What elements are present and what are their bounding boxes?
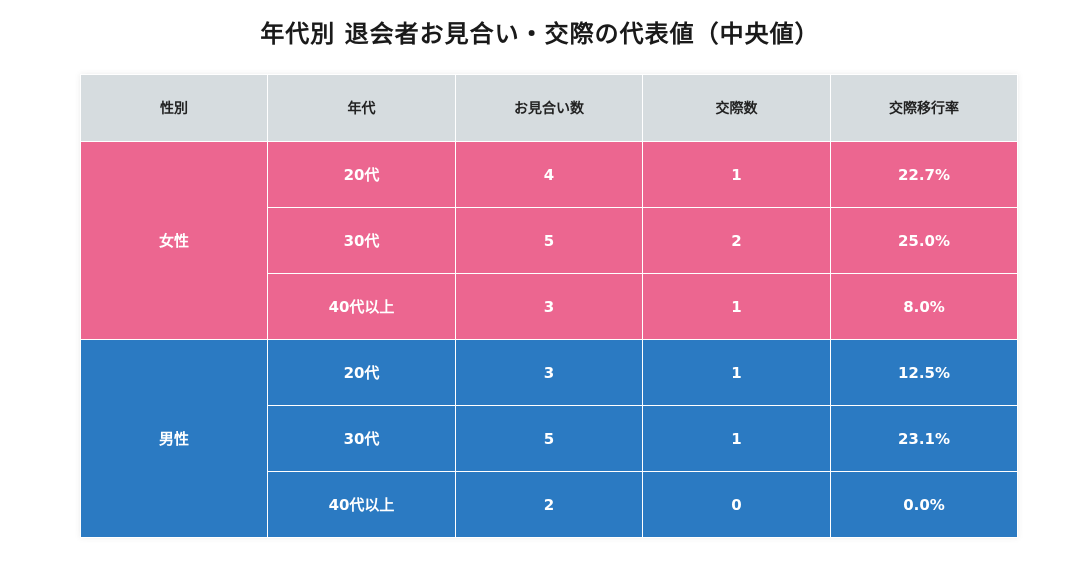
kosai-cell: 0 <box>642 471 831 538</box>
rate-cell: 8.0% <box>830 273 1018 340</box>
age-cell: 20代 <box>267 141 456 208</box>
rate-cell: 25.0% <box>830 207 1018 274</box>
omiai-cell: 4 <box>455 141 643 208</box>
kosai-cell: 1 <box>642 339 831 406</box>
rate-cell: 23.1% <box>830 405 1018 472</box>
gender-cell-female: 女性 <box>80 141 268 340</box>
rate-cell: 12.5% <box>830 339 1018 406</box>
kosai-cell: 1 <box>642 141 831 208</box>
table-row: 男性 20代 3 1 12.5% <box>80 339 1018 538</box>
omiai-cell: 3 <box>455 339 643 406</box>
age-cell: 40代以上 <box>267 273 456 340</box>
omiai-cell: 3 <box>455 273 643 340</box>
omiai-cell: 5 <box>455 405 643 472</box>
omiai-cell: 5 <box>455 207 643 274</box>
column-header-kosai: 交際数 <box>642 74 831 142</box>
column-header-omiai: お見合い数 <box>455 74 643 142</box>
omiai-cell: 2 <box>455 471 643 538</box>
table-row: 30代 5 2 25.0% <box>81 207 1018 274</box>
gender-cell-male: 男性 <box>80 339 268 538</box>
kosai-cell: 2 <box>642 207 831 274</box>
age-cell: 30代 <box>267 207 456 274</box>
rate-cell: 22.7% <box>830 141 1018 208</box>
table-row: 40代以上 3 1 8.0% <box>81 273 1018 340</box>
column-header-gender: 性別 <box>80 74 268 142</box>
age-cell: 30代 <box>267 405 456 472</box>
kosai-cell: 1 <box>642 273 831 340</box>
table-row: 40代以上 2 0 0.0% <box>81 471 1018 538</box>
column-header-age: 年代 <box>267 74 456 142</box>
page-title: 年代別 退会者お見合い・交際の代表値（中央値） <box>260 20 820 48</box>
table-row: 30代 5 1 23.1% <box>81 405 1018 472</box>
age-cell: 20代 <box>267 339 456 406</box>
data-table: 性別 年代 お見合い数 交際数 交際移行率 女性 20代 4 1 22.7% 3… <box>80 74 1018 538</box>
kosai-cell: 1 <box>642 405 831 472</box>
age-cell: 40代以上 <box>267 471 456 538</box>
table-header-row: 性別 年代 お見合い数 交際数 交際移行率 <box>80 74 1018 142</box>
column-header-rate: 交際移行率 <box>830 74 1018 142</box>
rate-cell: 0.0% <box>830 471 1018 538</box>
table-row: 女性 20代 4 1 22.7% <box>80 141 1018 340</box>
